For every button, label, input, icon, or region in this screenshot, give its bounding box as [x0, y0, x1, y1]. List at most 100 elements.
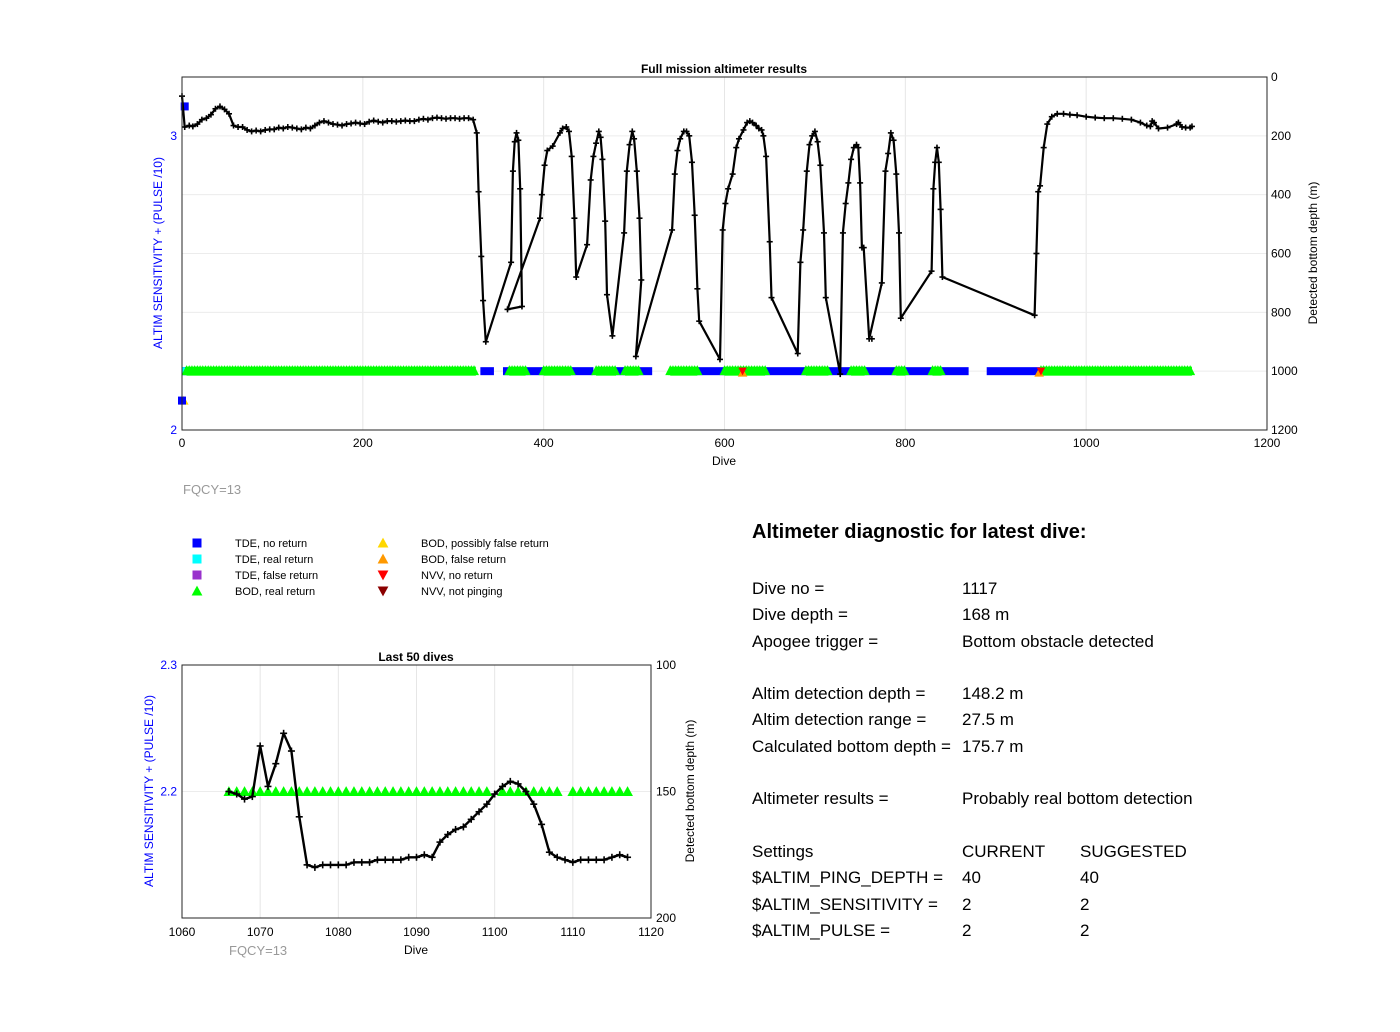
zoom-depth-point	[248, 793, 256, 801]
bod-real-return-marks	[665, 365, 703, 376]
zoom-depth-point	[514, 780, 522, 788]
zoom-depth-point	[600, 856, 608, 864]
bottom-depth-value: 175.7 m	[962, 736, 1024, 756]
main-depth-point	[686, 132, 693, 139]
main-depth-point	[280, 125, 287, 132]
sensitivity-suggested: 2	[1080, 894, 1090, 914]
main-x-tick-label: 200	[353, 436, 373, 450]
main-depth-point	[1150, 119, 1157, 126]
main-depth-point	[587, 176, 594, 183]
zoom-depth-point	[577, 856, 585, 864]
zoom-bod-real-return-mark	[340, 786, 352, 796]
zoom-depth-point	[491, 790, 499, 798]
main-depth-point	[729, 171, 736, 178]
zoom-bod-real-return-mark	[426, 786, 438, 796]
zoom-bod-real-return-mark	[270, 786, 282, 796]
zoom-depth-point	[436, 838, 444, 846]
zoom-depth-point	[358, 858, 366, 866]
main-depth-point	[896, 229, 903, 236]
main-depth-point	[822, 294, 829, 301]
zoom-bod-real-return-mark	[536, 786, 547, 796]
zoom-chart-ylabel-left: ALTIM SENSITIVITY + (PULSE /10)	[142, 695, 156, 887]
main-x-tick-label: 400	[534, 436, 554, 450]
main-depth-line	[180, 96, 1193, 376]
zoom-left-tick-label: 2.2	[160, 785, 177, 799]
zoom-depth-point	[319, 861, 327, 869]
zoom-bod-real-return-mark	[403, 786, 415, 796]
main-depth-point	[571, 215, 578, 222]
main-depth-point	[735, 135, 742, 142]
main-depth-point	[725, 185, 732, 192]
main-depth-point	[1083, 113, 1090, 120]
main-depth-point	[677, 135, 684, 142]
ping-depth-label: $ALTIM_PING_DEPTH =	[752, 868, 943, 888]
zoom-depth-point	[545, 848, 553, 856]
main-depth-point	[811, 128, 818, 135]
legend-marker	[377, 537, 389, 548]
main-depth-point	[411, 118, 418, 125]
zoom-depth-point	[538, 820, 546, 828]
legend-marker	[377, 586, 389, 597]
main-depth-point	[1040, 144, 1047, 151]
zoom-chart-title: Last 50 dives	[378, 650, 454, 664]
legend-marker	[192, 570, 202, 580]
main-depth-point	[716, 356, 723, 363]
zoom-depth-point	[498, 782, 506, 790]
zoom-bod-real-return-mark	[348, 786, 360, 796]
main-depth-point	[221, 106, 228, 113]
main-chart-frame	[181, 76, 1268, 431]
main-depth-point	[361, 121, 368, 128]
zoom-bod-real-return-mark	[411, 786, 422, 796]
tde-no-return-marks	[765, 367, 806, 376]
main-depth-point	[602, 218, 609, 225]
main-depth-point	[763, 153, 770, 160]
main-depth-point	[517, 185, 524, 192]
bottom-depth-row: Calculated bottom depth = 175.7 m	[752, 734, 1372, 760]
bod-real-return-marks	[181, 365, 480, 376]
main-depth-point	[609, 332, 616, 339]
zoom-depth-point	[381, 856, 389, 864]
ping-depth-suggested: 40	[1080, 868, 1099, 888]
ping-depth-current: 40	[962, 868, 981, 888]
zoom-depth-point	[428, 853, 436, 861]
main-depth-point	[311, 122, 318, 129]
main-depth-point	[1101, 115, 1108, 122]
main-depth-point	[885, 150, 892, 157]
main-chart-title: Full mission altimeter results	[641, 62, 807, 76]
legend-item-label: TDE, false return	[235, 570, 318, 582]
main-depth-point	[271, 126, 278, 133]
main-depth-point	[839, 229, 846, 236]
main-depth-point	[366, 118, 373, 125]
main-depth-point	[820, 229, 827, 236]
main-depth-point	[352, 119, 359, 126]
bod-real-return-marks	[891, 365, 910, 376]
main-depth-point	[325, 119, 332, 126]
zoom-depth-point	[295, 813, 303, 821]
zoom-left-tick-label: 2.3	[160, 658, 177, 672]
main-depth-point	[897, 315, 904, 322]
altim-range-row: Altim detection range = 27.5 m	[752, 707, 1372, 733]
zoom-x-tick-label: 1060	[169, 925, 196, 939]
zoom-depth-point	[616, 851, 624, 859]
main-depth-point	[194, 121, 201, 128]
main-right-tick-label: 800	[1271, 305, 1291, 319]
zoom-x-tick-label: 1090	[403, 925, 430, 939]
altim-depth-row: Altim detection depth = 148.2 m	[752, 681, 1372, 707]
main-depth-point	[887, 129, 894, 136]
zoom-depth-point	[389, 856, 397, 864]
main-right-tick-label: 1200	[1271, 423, 1298, 437]
zoom-depth-point	[233, 790, 241, 798]
main-depth-point	[669, 226, 676, 233]
zoom-chart-note: FQCY=13	[229, 943, 287, 958]
main-depth-point	[797, 259, 804, 266]
main-chart-ylabel-right: Detected bottom depth (m)	[1306, 182, 1320, 325]
legend-item-label: BOD, possibly false return	[421, 538, 549, 550]
main-depth-point	[189, 123, 196, 130]
legend-item-label: TDE, no return	[235, 538, 307, 550]
main-depth-point	[633, 168, 640, 175]
zoom-x-tick-label: 1110	[560, 925, 585, 939]
main-depth-point	[307, 125, 314, 132]
main-chart-note: FQCY=13	[183, 482, 241, 497]
zoom-depth-point	[584, 856, 592, 864]
